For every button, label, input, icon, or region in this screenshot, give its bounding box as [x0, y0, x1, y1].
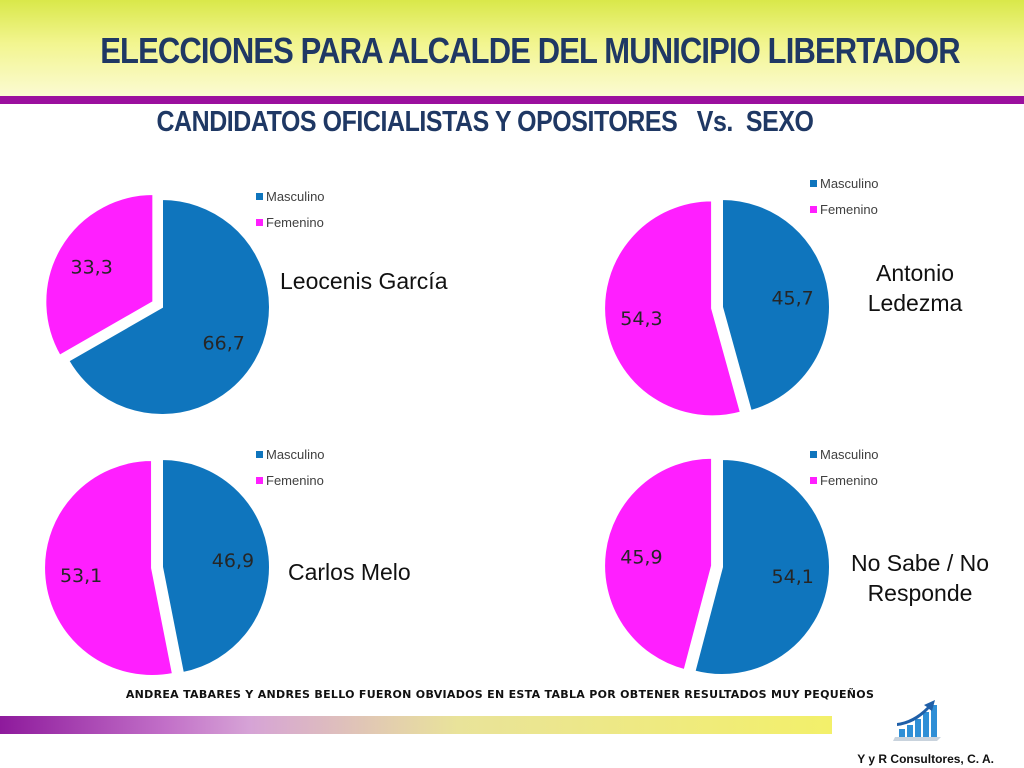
data-label-femenino: 54,3	[620, 308, 662, 330]
pie-slice-masculino	[66, 197, 271, 416]
legend-leocenis-garcia: Masculino Femenino	[256, 183, 325, 235]
legend-label-masculino: Masculino	[266, 188, 325, 204]
legend-no-sabe-no-responde: Masculino Femenino	[810, 441, 879, 493]
legend-item-masculino: Masculino	[256, 183, 325, 209]
footnote: ANDREA TABARES Y ANDRES BELLO FUERON OBV…	[125, 688, 875, 701]
pie-chart-antonio-ledezma: 45,7 54,3	[603, 197, 831, 418]
data-label-masculino: 46,9	[212, 550, 254, 572]
candidate-name-antonio-ledezma: Antonio Ledezma	[845, 258, 985, 318]
data-label-masculino: 45,7	[771, 287, 813, 309]
company-name: Y y R Consultores, C. A.	[857, 752, 994, 766]
pie-slice-femenino	[603, 199, 743, 418]
candidate-name-line-2: Ledezma	[867, 290, 963, 316]
legend-swatch-masculino	[256, 192, 263, 200]
candidate-name-text: Leocenis García	[280, 268, 448, 294]
pie-slice-masculino	[161, 457, 271, 675]
legend-item-femenino: Femenino	[256, 467, 325, 493]
legend-label-femenino: Femenino	[820, 201, 878, 217]
pie-slice-masculino	[721, 197, 831, 413]
data-label-masculino: 66,7	[203, 333, 245, 355]
legend-swatch-femenino	[256, 476, 263, 484]
legend-item-masculino: Masculino	[256, 441, 325, 467]
data-label-femenino: 45,9	[620, 547, 662, 569]
growth-bar-chart-arrow-icon	[893, 700, 941, 741]
legend-label-femenino: Femenino	[266, 472, 324, 488]
legend-item-femenino: Femenino	[256, 209, 325, 235]
candidate-name-leocenis-garcia: Leocenis García	[280, 266, 470, 296]
legend-label-femenino: Femenino	[820, 472, 878, 488]
data-label-masculino: 54,1	[772, 566, 814, 588]
legend-swatch-femenino	[810, 205, 817, 213]
candidate-name-no-sabe-no-responde: No Sabe / No Responde	[836, 548, 1004, 608]
legend-item-masculino: Masculino	[810, 170, 879, 196]
legend-label-femenino: Femenino	[266, 214, 324, 230]
pie-slice-femenino	[43, 458, 175, 677]
candidate-name-carlos-melo: Carlos Melo	[288, 557, 448, 587]
candidate-name-text: Carlos Melo	[288, 559, 411, 585]
header-band	[0, 0, 1024, 96]
header-divider	[0, 96, 1024, 104]
pie-chart-carlos-melo: 46,9 53,1	[43, 457, 271, 677]
pie-slice-femenino	[603, 456, 714, 672]
candidate-name-line-1: Antonio	[875, 260, 954, 286]
legend-label-masculino: Masculino	[820, 175, 879, 191]
legend-swatch-masculino	[256, 450, 263, 458]
legend-swatch-femenino	[256, 218, 263, 226]
legend-label-masculino: Masculino	[820, 446, 879, 462]
legend-swatch-masculino	[810, 450, 817, 458]
data-label-femenino: 53,1	[60, 565, 102, 587]
footer-gradient-bar	[0, 716, 832, 734]
legend-swatch-masculino	[810, 179, 817, 187]
legend-item-femenino: Femenino	[810, 467, 879, 493]
pie-slice-femenino	[44, 192, 155, 358]
pie-chart-leocenis-garcia: 66,7 33,3	[44, 192, 271, 416]
page-title: ELECCIONES PARA ALCALDE DEL MUNICIPIO LI…	[100, 30, 960, 71]
legend-carlos-melo: Masculino Femenino	[256, 441, 325, 493]
legend-label-masculino: Masculino	[266, 446, 325, 462]
legend-swatch-femenino	[810, 476, 817, 484]
legend-antonio-ledezma: Masculino Femenino	[810, 170, 879, 222]
candidate-name-line-2: Responde	[867, 580, 973, 606]
pie-chart-no-sabe-no-responde: 54,1 45,9	[603, 456, 831, 676]
legend-item-masculino: Masculino	[810, 441, 879, 467]
candidate-name-line-1: No Sabe / No	[850, 550, 990, 576]
pie-slice-masculino	[693, 457, 831, 676]
page-subtitle: CANDIDATOS OFICIALISTAS Y OPOSITORES Vs.…	[156, 106, 814, 138]
data-label-femenino: 33,3	[70, 256, 112, 278]
legend-item-femenino: Femenino	[810, 196, 879, 222]
